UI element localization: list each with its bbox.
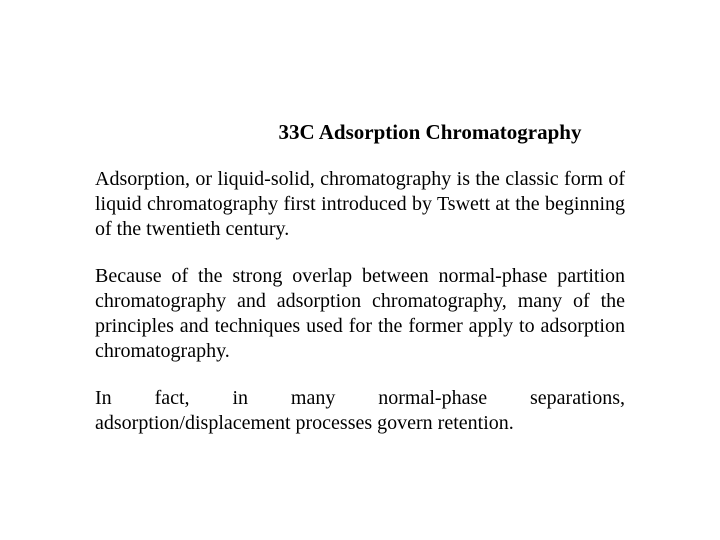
section-heading: 33C Adsorption Chromatography	[95, 120, 625, 145]
body-paragraph-2: Because of the strong overlap between no…	[95, 264, 625, 364]
body-paragraph-1: Adsorption, or liquid-solid, chromatogra…	[95, 167, 625, 242]
body-paragraph-3: In fact, in many normal-phase separation…	[95, 386, 625, 436]
